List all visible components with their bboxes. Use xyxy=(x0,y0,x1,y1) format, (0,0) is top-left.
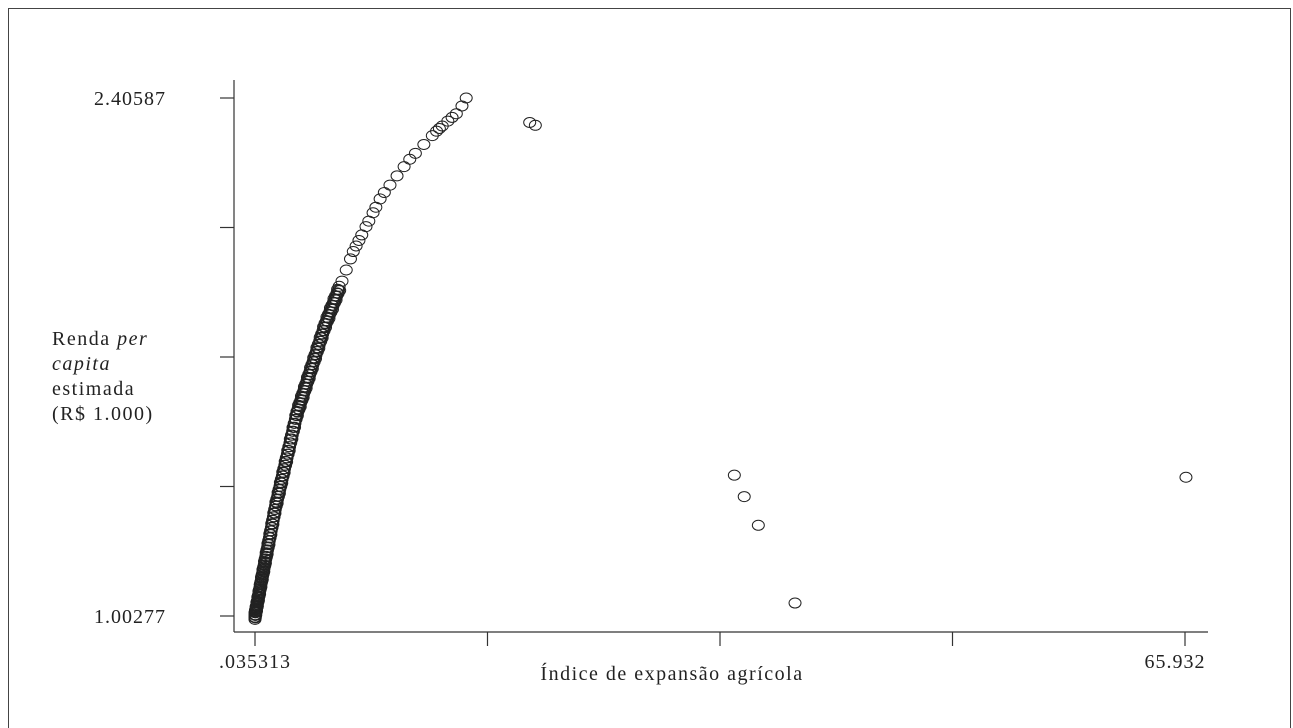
x-tick-label-max: 65.932 xyxy=(1145,651,1206,673)
y-tick-label-max: 2.40587 xyxy=(94,88,166,110)
point-263 xyxy=(346,246,360,258)
point-277 xyxy=(408,147,422,159)
point-119 xyxy=(272,487,286,499)
point-217 xyxy=(312,342,326,354)
point-261 xyxy=(339,264,353,276)
point-98 xyxy=(266,518,280,530)
point-292 xyxy=(751,519,765,531)
point-91 xyxy=(264,529,278,541)
labels: 2.40587 1.00277 .035313 65.932 Índice de exp… xyxy=(94,88,1206,685)
point-290 xyxy=(727,469,741,481)
point-269 xyxy=(366,207,380,219)
point-271 xyxy=(373,193,387,205)
point-95 xyxy=(265,522,279,534)
point-144 xyxy=(281,448,295,460)
point-291 xyxy=(737,491,751,503)
point-265 xyxy=(352,234,366,246)
point-283 xyxy=(441,115,455,127)
point-151 xyxy=(284,437,298,449)
point-267 xyxy=(359,221,373,233)
point-126 xyxy=(275,477,289,489)
data-points xyxy=(248,92,1193,625)
point-154 xyxy=(285,433,299,445)
point-285 xyxy=(449,108,463,120)
point-102 xyxy=(267,511,281,523)
axes xyxy=(233,80,1208,633)
point-281 xyxy=(432,122,446,134)
point-224 xyxy=(315,332,329,344)
point-210 xyxy=(309,353,323,365)
x-axis-title: Índice de expansão agrícola xyxy=(540,662,803,685)
x-tick-label-min: .035313 xyxy=(219,651,291,673)
point-278 xyxy=(417,138,431,150)
y-tick-label-min: 1.00277 xyxy=(94,606,166,628)
point-99 xyxy=(266,514,280,526)
y-axis-label: Renda per capita estimada (R$ 1.000) xyxy=(52,328,154,425)
point-140 xyxy=(280,456,294,468)
point-158 xyxy=(286,425,300,437)
point-286 xyxy=(455,100,469,112)
point-284 xyxy=(445,111,459,123)
point-258 xyxy=(332,280,346,292)
point-133 xyxy=(277,467,291,479)
point-203 xyxy=(305,363,319,375)
point-148 xyxy=(283,441,297,453)
point-147 xyxy=(282,445,296,457)
point-264 xyxy=(349,240,363,252)
point-293 xyxy=(788,597,802,609)
point-294 xyxy=(1179,471,1193,483)
figure-frame xyxy=(8,8,1291,728)
point-262 xyxy=(343,253,357,265)
point-273 xyxy=(383,179,397,191)
point-287 xyxy=(459,92,473,104)
ticks xyxy=(220,97,1186,646)
point-162 xyxy=(288,417,302,429)
point-141 xyxy=(280,452,294,464)
point-289 xyxy=(528,119,542,131)
point-155 xyxy=(285,429,299,441)
point-260 xyxy=(335,275,349,287)
point-161 xyxy=(288,421,302,433)
point-275 xyxy=(397,161,411,173)
point-274 xyxy=(390,170,404,182)
point-279 xyxy=(425,130,439,142)
